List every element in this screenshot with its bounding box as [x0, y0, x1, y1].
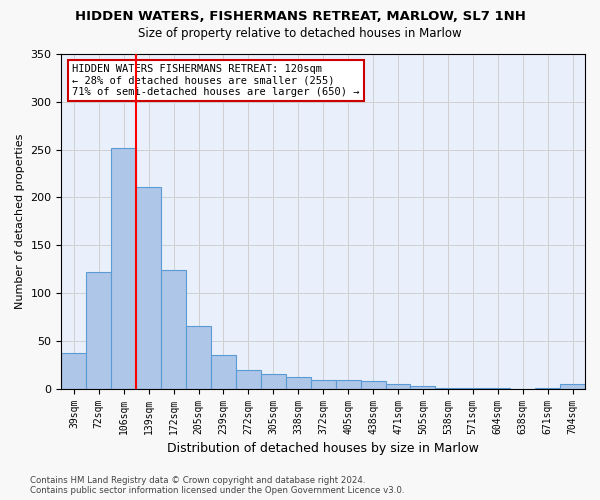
Bar — [335, 380, 361, 388]
Text: Size of property relative to detached houses in Marlow: Size of property relative to detached ho… — [138, 28, 462, 40]
Bar — [161, 270, 186, 388]
Bar — [361, 381, 386, 388]
Bar — [211, 355, 236, 388]
Text: Contains HM Land Registry data © Crown copyright and database right 2024.
Contai: Contains HM Land Registry data © Crown c… — [30, 476, 404, 495]
Bar — [386, 384, 410, 388]
Bar — [286, 377, 311, 388]
X-axis label: Distribution of detached houses by size in Marlow: Distribution of detached houses by size … — [167, 442, 479, 455]
Bar — [111, 148, 136, 388]
Bar — [136, 187, 161, 388]
Y-axis label: Number of detached properties: Number of detached properties — [15, 134, 25, 309]
Bar — [560, 384, 585, 388]
Text: HIDDEN WATERS FISHERMANS RETREAT: 120sqm
← 28% of detached houses are smaller (2: HIDDEN WATERS FISHERMANS RETREAT: 120sqm… — [72, 64, 359, 97]
Bar — [410, 386, 436, 388]
Bar — [86, 272, 111, 388]
Bar — [236, 370, 261, 388]
Bar — [186, 326, 211, 388]
Text: HIDDEN WATERS, FISHERMANS RETREAT, MARLOW, SL7 1NH: HIDDEN WATERS, FISHERMANS RETREAT, MARLO… — [74, 10, 526, 23]
Bar — [311, 380, 335, 388]
Bar — [261, 374, 286, 388]
Bar — [61, 354, 86, 388]
